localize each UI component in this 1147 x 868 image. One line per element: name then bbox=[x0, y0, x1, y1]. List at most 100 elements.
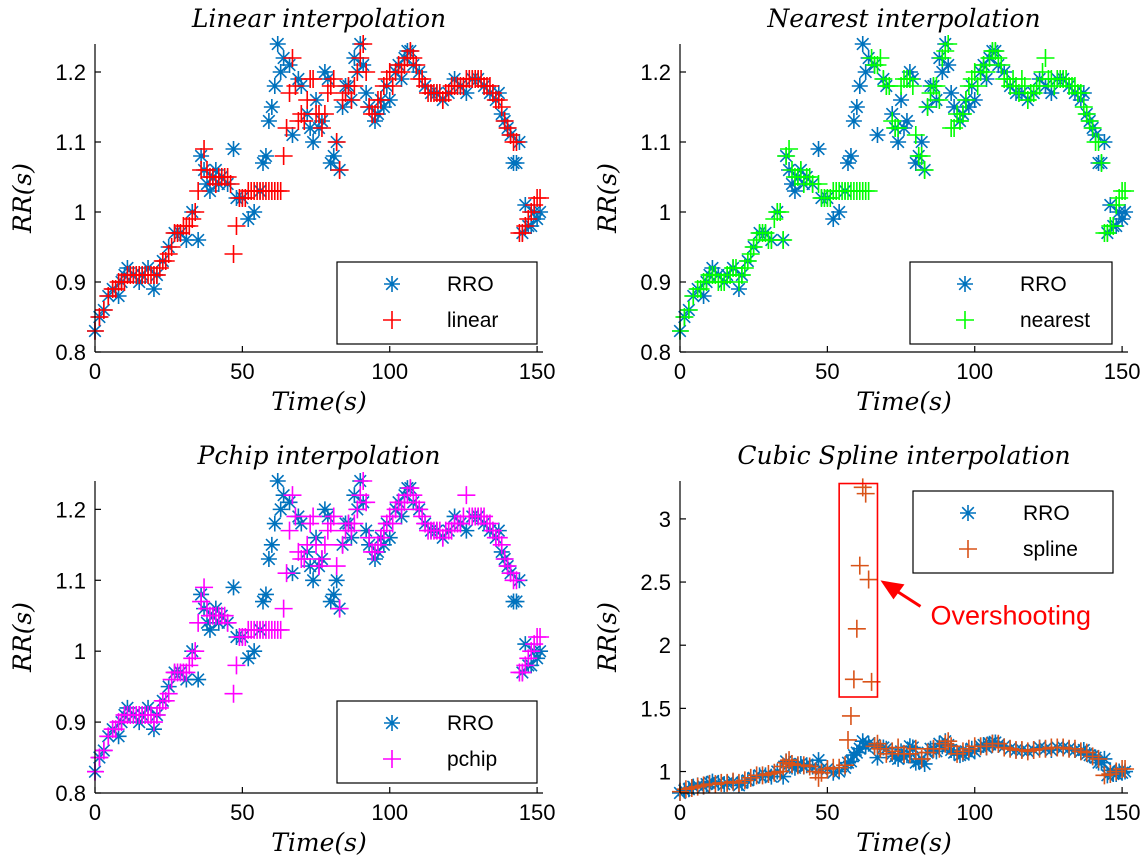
data-point-linear bbox=[392, 63, 411, 81]
data-point-rro bbox=[358, 522, 375, 539]
data-point-rro bbox=[946, 99, 963, 115]
y-tick-label: 1.2 bbox=[640, 60, 671, 85]
data-point-rro bbox=[240, 211, 257, 227]
plot-area bbox=[672, 478, 1135, 801]
x-tick-label: 50 bbox=[815, 359, 839, 384]
data-point-pchip bbox=[371, 528, 390, 547]
chart-title: Cubic Spline interpolation bbox=[737, 441, 1070, 470]
data-point-rro bbox=[328, 572, 345, 589]
data-point-spline bbox=[847, 619, 866, 638]
data-point-linear bbox=[156, 252, 175, 270]
data-point-linear bbox=[283, 49, 302, 67]
data-point-rro bbox=[851, 78, 868, 94]
legend-marker-rro bbox=[384, 715, 400, 731]
chart-title: Linear interpolation bbox=[191, 4, 446, 33]
y-tick-label: 0.9 bbox=[55, 710, 86, 735]
data-point-nearest bbox=[868, 56, 887, 74]
data-point-rro bbox=[260, 551, 277, 567]
data-point-rro bbox=[272, 64, 289, 80]
data-point-linear bbox=[321, 77, 340, 95]
data-point-rro bbox=[225, 141, 242, 157]
x-axis-label: Time(s) bbox=[856, 828, 952, 857]
data-point-linear bbox=[404, 49, 423, 67]
data-point-linear bbox=[315, 105, 334, 123]
y-axis-label: RR(s) bbox=[8, 602, 37, 673]
data-point-pchip bbox=[144, 713, 163, 732]
x-axis-label: Time(s) bbox=[271, 828, 367, 857]
data-point-rro bbox=[458, 85, 475, 101]
data-point-rro bbox=[704, 773, 721, 790]
data-point-rro bbox=[325, 148, 342, 164]
data-point-pchip bbox=[312, 550, 331, 568]
data-point-nearest bbox=[953, 105, 972, 123]
data-point-nearest bbox=[1089, 133, 1108, 151]
data-point-rro bbox=[316, 64, 333, 80]
data-point-nearest bbox=[738, 252, 757, 270]
data-point-pchip bbox=[277, 564, 296, 583]
data-point-pchip bbox=[516, 656, 535, 675]
plot-area bbox=[87, 35, 550, 340]
data-point-rro bbox=[940, 57, 957, 73]
data-point-pchip bbox=[195, 578, 214, 597]
data-point-spline bbox=[836, 756, 855, 775]
data-point-pchip bbox=[489, 528, 508, 547]
data-point-rro bbox=[907, 754, 924, 771]
data-point-rro bbox=[898, 113, 915, 129]
data-point-rro bbox=[458, 522, 475, 539]
data-point-rro bbox=[840, 754, 856, 771]
data-point-linear bbox=[513, 224, 532, 242]
data-point-rro bbox=[890, 134, 907, 150]
data-point-nearest bbox=[771, 203, 790, 221]
data-point-pchip bbox=[383, 514, 402, 533]
data-point-rro bbox=[695, 288, 712, 304]
data-point-nearest bbox=[912, 147, 931, 165]
data-point-nearest bbox=[1074, 98, 1093, 116]
data-point-pchip bbox=[183, 649, 202, 668]
data-point-linear bbox=[227, 217, 246, 235]
data-point-rro bbox=[201, 183, 218, 199]
data-point-rro bbox=[890, 750, 907, 767]
data-point-linear bbox=[522, 203, 541, 221]
data-point-nearest bbox=[1083, 119, 1102, 137]
data-point-nearest bbox=[871, 49, 890, 67]
data-point-spline bbox=[939, 732, 958, 751]
data-point-pchip bbox=[304, 507, 323, 526]
data-point-spline bbox=[841, 706, 860, 725]
chart-title: Pchip interpolation bbox=[197, 441, 441, 470]
data-point-rro bbox=[375, 99, 392, 115]
data-point-linear bbox=[342, 91, 361, 109]
data-point-spline bbox=[780, 751, 799, 770]
data-point-rro bbox=[145, 281, 162, 297]
data-point-rro bbox=[266, 515, 283, 532]
data-point-pchip bbox=[99, 727, 118, 746]
data-point-rro bbox=[840, 155, 856, 171]
data-point-linear bbox=[489, 91, 508, 109]
data-point-rro bbox=[508, 593, 525, 610]
data-point-pchip bbox=[94, 741, 113, 760]
data-point-pchip bbox=[159, 684, 178, 703]
legend-marker-rro bbox=[957, 276, 973, 292]
data-point-nearest bbox=[777, 147, 796, 165]
data-point-rro bbox=[246, 204, 263, 220]
data-point-rro bbox=[851, 740, 868, 757]
data-point-nearest bbox=[933, 49, 952, 67]
data-point-pchip bbox=[321, 514, 340, 533]
data-point-rro bbox=[272, 501, 289, 518]
data-point-linear bbox=[298, 91, 317, 109]
data-point-pchip bbox=[342, 521, 361, 540]
data-point-nearest bbox=[936, 42, 955, 60]
data-point-linear bbox=[354, 35, 373, 53]
legend-label: spline bbox=[1023, 538, 1078, 561]
data-point-linear bbox=[186, 203, 205, 221]
data-point-linear bbox=[330, 161, 349, 179]
legend-marker-nearest bbox=[956, 311, 974, 329]
data-point-rro bbox=[1081, 747, 1098, 764]
data-point-linear bbox=[162, 238, 181, 256]
y-tick-label: 1 bbox=[659, 200, 671, 225]
data-point-rro bbox=[110, 288, 127, 304]
data-point-nearest bbox=[951, 112, 969, 130]
data-point-nearest bbox=[1077, 105, 1096, 123]
y-axis-label: RR(s) bbox=[8, 163, 37, 234]
data-point-nearest bbox=[927, 77, 946, 95]
data-point-rro bbox=[190, 671, 207, 688]
